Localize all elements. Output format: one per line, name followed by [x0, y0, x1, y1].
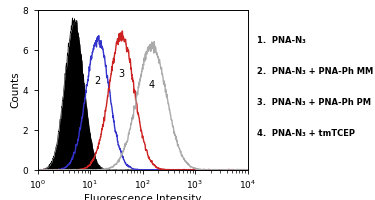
Text: 3.  PNA-N₃ + PNA-Ph PM: 3. PNA-N₃ + PNA-Ph PM [257, 98, 371, 107]
Text: 1.  PNA-N₃: 1. PNA-N₃ [257, 36, 306, 45]
X-axis label: Fluorescence Intensity: Fluorescence Intensity [84, 194, 201, 200]
Text: 3: 3 [118, 69, 124, 79]
Text: 2.  PNA-N₃ + PNA-Ph MM: 2. PNA-N₃ + PNA-Ph MM [257, 67, 373, 76]
Text: 2: 2 [94, 76, 101, 86]
Text: 1: 1 [71, 65, 77, 75]
Text: 4: 4 [148, 80, 155, 90]
Y-axis label: Counts: Counts [10, 72, 20, 108]
Text: 4.  PNA-N₃ + tmTCEP: 4. PNA-N₃ + tmTCEP [257, 129, 355, 138]
